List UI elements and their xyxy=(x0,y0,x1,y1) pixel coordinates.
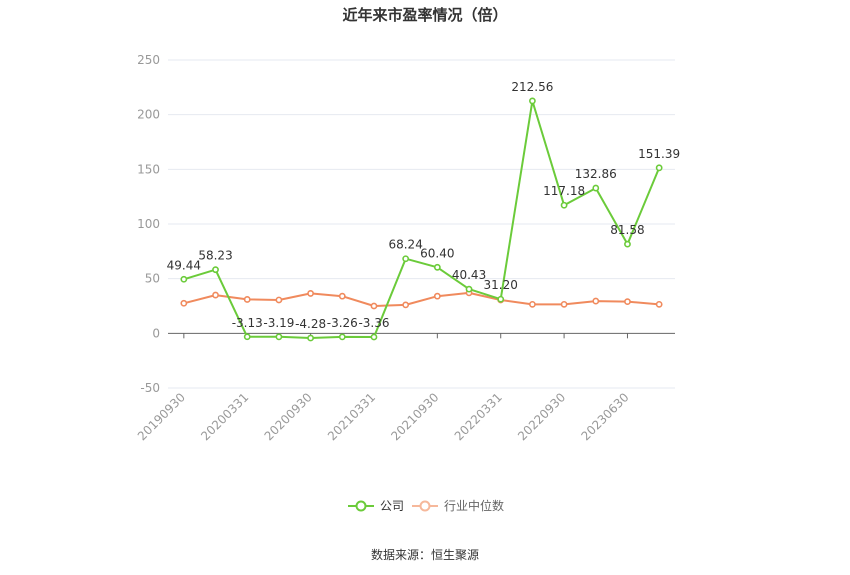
company-data-label: -3.26 xyxy=(327,316,358,330)
industry-median-point xyxy=(180,299,188,307)
industry-median-point xyxy=(624,298,631,306)
company-point xyxy=(338,333,346,341)
industry-median-point xyxy=(370,302,378,310)
industry-median-point xyxy=(212,291,219,299)
industry-median-point xyxy=(655,300,663,308)
company-data-label: 132.86 xyxy=(575,167,617,181)
company-point xyxy=(655,164,663,172)
industry-median-point xyxy=(243,296,251,303)
y-tick-label: 200 xyxy=(137,108,160,122)
company-data-label: 212.56 xyxy=(511,80,553,94)
series-lines xyxy=(180,97,663,342)
company-data-label: -3.36 xyxy=(358,316,389,330)
y-tick-label: 250 xyxy=(137,53,160,67)
legend: 公司 行业中位数 xyxy=(348,498,504,513)
x-tick-label: 20190930 xyxy=(135,390,188,443)
company-point xyxy=(497,295,505,303)
industry-median-point xyxy=(592,297,600,305)
company-point xyxy=(402,255,410,263)
company-data-label: 68.24 xyxy=(388,238,422,252)
legend-item-industry-median[interactable]: 行业中位数 xyxy=(412,498,504,513)
x-tick-label: 20220331 xyxy=(452,390,505,443)
industry-median-point xyxy=(338,292,346,300)
legend-item-company[interactable]: 公司 xyxy=(348,499,404,513)
company-point xyxy=(243,333,251,341)
grid-lines xyxy=(168,59,675,389)
x-tick-label: 20220930 xyxy=(515,390,568,443)
company-point xyxy=(370,333,378,341)
y-tick-label: -50 xyxy=(140,381,160,395)
chart-title: 近年来市盈率情况（倍） xyxy=(342,6,507,24)
y-axis-ticks: 250 200 150 100 50 0 -50 xyxy=(137,53,160,395)
y-tick-label: 150 xyxy=(137,162,160,176)
industry-median-line xyxy=(183,291,660,307)
x-tick-label: 20210331 xyxy=(325,390,378,443)
legend-industry-marker xyxy=(419,500,431,512)
company-data-label: 60.40 xyxy=(420,246,454,260)
company-data-label: -3.13 xyxy=(232,316,263,330)
industry-median-point xyxy=(433,292,441,300)
company-point xyxy=(212,266,219,274)
company-data-label: 151.39 xyxy=(638,147,680,161)
legend-company-label: 公司 xyxy=(380,499,404,513)
y-tick-label: 0 xyxy=(152,326,160,340)
legend-company-marker xyxy=(355,500,367,512)
data-source: 数据来源：恒生聚源 xyxy=(371,547,479,562)
industry-median-point xyxy=(307,290,314,297)
company-point xyxy=(307,334,314,342)
industry-median-point xyxy=(560,300,568,308)
company-point xyxy=(560,201,568,209)
company-point xyxy=(180,275,188,283)
legend-industry-label: 行业中位数 xyxy=(444,498,504,513)
company-data-label: 49.44 xyxy=(167,258,201,272)
industry-median-point xyxy=(402,301,410,309)
company-point xyxy=(624,240,631,248)
company-data-label: 58.23 xyxy=(198,249,232,263)
company-data-label: 117.18 xyxy=(543,184,585,198)
y-tick-label: 50 xyxy=(145,272,160,286)
company-data-label: 40.43 xyxy=(452,268,486,282)
industry-median-point xyxy=(275,296,283,304)
company-point xyxy=(529,97,536,105)
company-point xyxy=(465,285,473,293)
company-data-label: -4.28 xyxy=(295,317,326,331)
company-point xyxy=(433,263,441,271)
company-point xyxy=(592,184,600,192)
company-point xyxy=(275,333,283,341)
company-line xyxy=(183,99,661,339)
industry-median-point xyxy=(529,300,536,308)
company-data-label: 31.20 xyxy=(484,278,518,292)
x-tick-label: 20200331 xyxy=(198,390,251,443)
x-tick-label: 20210930 xyxy=(388,390,441,443)
x-tick-label: 20200930 xyxy=(262,390,315,443)
company-data-label: 81.58 xyxy=(610,223,644,237)
x-tick-label: 20230630 xyxy=(579,390,632,443)
y-tick-label: 100 xyxy=(137,217,160,231)
company-data-label: -3.19 xyxy=(263,316,294,330)
